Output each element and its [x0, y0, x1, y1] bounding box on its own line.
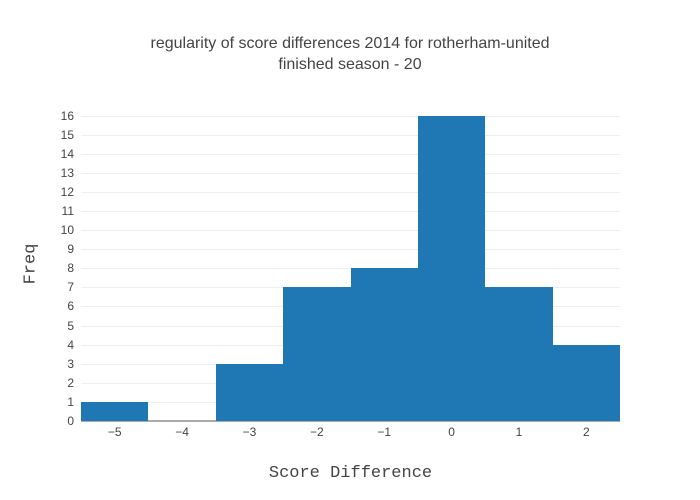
chart-title-line1: regularity of score differences 2014 for…	[150, 35, 550, 52]
y-gridline	[81, 172, 620, 174]
y-tick-label: 0	[67, 414, 74, 428]
x-tick-label: 1	[515, 425, 523, 439]
y-gridline	[81, 249, 620, 251]
y-tick-label: 10	[60, 223, 74, 238]
y-tick-label: 2	[67, 375, 74, 390]
y-tick-label: 1	[67, 394, 74, 409]
y-gridline	[81, 191, 620, 193]
x-tick-label: −1	[377, 425, 392, 439]
y-tick-label: 8	[67, 261, 74, 276]
y-tick-label: 6	[67, 299, 74, 314]
y-tick-label: 14	[60, 146, 74, 161]
y-tick-label: 13	[60, 165, 74, 180]
y-gridline	[81, 211, 620, 213]
x-tick-label: 0	[448, 425, 455, 439]
y-tick-label: 3	[67, 356, 74, 371]
plot-area	[81, 108, 620, 422]
histogram-bar	[283, 287, 351, 421]
x-tick-label: −5	[107, 425, 122, 439]
y-tick-label: 16	[60, 108, 74, 123]
chart-title: regularity of score differences 2014 for…	[0, 33, 700, 75]
x-tick-label: −3	[242, 425, 257, 439]
y-tick-label: 9	[67, 242, 74, 257]
x-axis-line	[81, 420, 620, 422]
histogram-bar	[350, 268, 418, 421]
x-axis-title: Score Difference	[268, 464, 433, 483]
y-gridline	[81, 230, 620, 232]
x-axis-ticks: −5 −4 −3 −2 −1 0 1 2	[81, 423, 620, 441]
x-tick-label: 2	[582, 425, 590, 439]
histogram-bar	[417, 115, 486, 421]
y-tick-label: 11	[61, 204, 74, 219]
histogram-bar	[552, 344, 620, 421]
x-tick-label: −2	[309, 425, 324, 439]
y-gridline	[81, 134, 620, 136]
chart-title-line2: finished season - 20	[278, 56, 422, 73]
y-axis-ticks: 0 1 2 3 4 5 6 7 8 9 10 11 12 13 14 15 16	[0, 108, 77, 428]
y-tick-label: 12	[60, 184, 74, 199]
y-tick-label: 5	[67, 318, 74, 333]
histogram-bar	[485, 287, 553, 421]
y-tick-label: 7	[67, 280, 74, 295]
y-tick-label: 15	[60, 127, 74, 142]
y-gridline	[81, 153, 620, 155]
histogram-bar	[81, 401, 149, 421]
histogram-bar	[215, 363, 284, 421]
x-tick-label: −4	[175, 425, 189, 439]
y-gridline	[81, 115, 620, 117]
y-tick-label: 4	[67, 337, 74, 352]
